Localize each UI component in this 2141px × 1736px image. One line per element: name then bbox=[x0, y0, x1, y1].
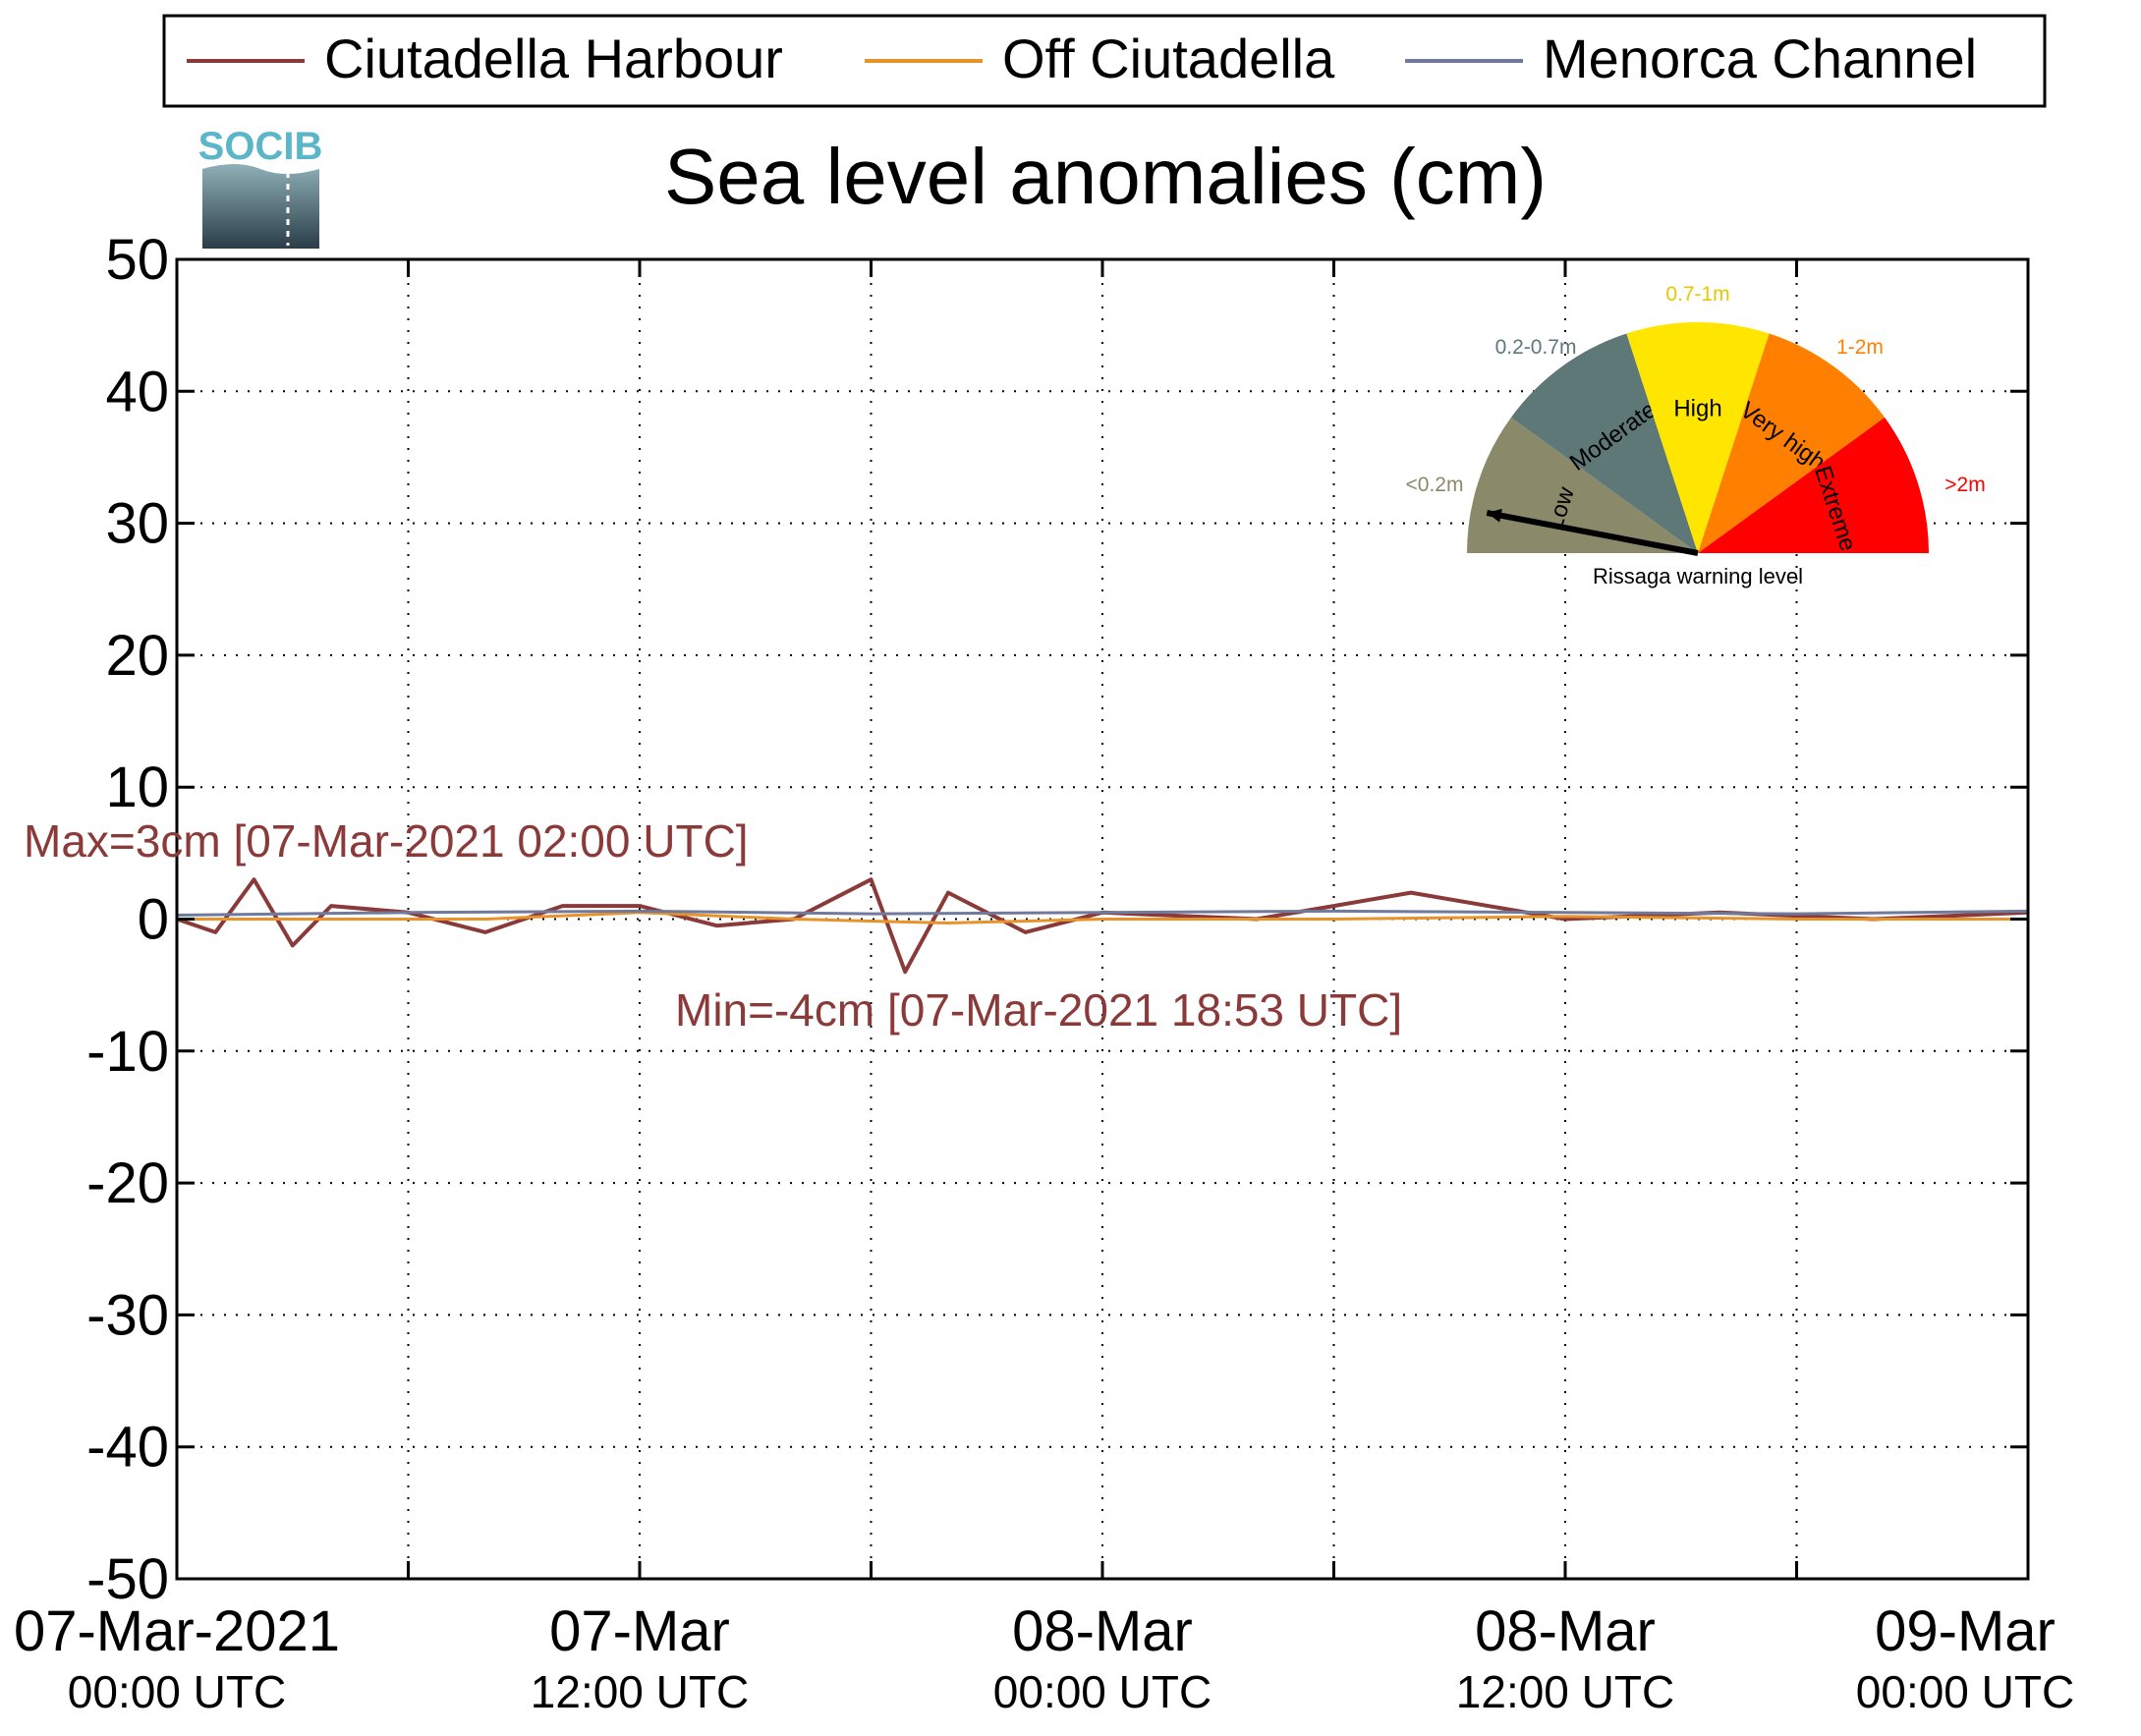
x-tick-label-date: 07-Mar bbox=[549, 1599, 730, 1663]
gauge-segment-label: High bbox=[1673, 396, 1721, 422]
legend: Ciutadella Harbour Off Ciutadella Menorca … bbox=[162, 14, 2047, 108]
x-tick-label-time: 00:00 UTC bbox=[68, 1666, 286, 1717]
gauge-segment bbox=[1698, 333, 1886, 553]
y-tick-label: 40 bbox=[105, 360, 169, 423]
gauge-segment bbox=[1510, 333, 1698, 553]
x-tick-label-date: 08-Mar bbox=[1475, 1599, 1656, 1663]
chart-title: Sea level anomalies (cm) bbox=[664, 133, 1547, 220]
y-tick-label: 30 bbox=[105, 492, 169, 556]
y-tick-label: -50 bbox=[86, 1547, 169, 1611]
series-line bbox=[177, 911, 2028, 924]
legend-label: Menorca Channel bbox=[1543, 28, 1977, 89]
series-layer bbox=[176, 877, 2029, 975]
y-tick-label: 50 bbox=[105, 228, 169, 292]
socib-logo: SOCIB bbox=[198, 125, 323, 249]
y-tick-label: 0 bbox=[138, 888, 169, 952]
y-axis-ticks: 50 40 30 20 10 0 -10 -20 -30 -40 -50 bbox=[86, 228, 2028, 1611]
max-annotation: Max=3cm [07-Mar-2021 02:00 UTC] bbox=[24, 815, 749, 867]
gauge-caption: Rissaga warning level bbox=[1593, 564, 1803, 588]
x-tick-label-time: 12:00 UTC bbox=[531, 1666, 749, 1717]
y-tick-label: 10 bbox=[105, 756, 169, 819]
gauge-range-label: >2m bbox=[1944, 474, 1985, 496]
logo-wave-icon bbox=[202, 164, 319, 249]
x-tick-label-date: 07-Mar-2021 bbox=[14, 1599, 340, 1663]
gauge-range-label: 0.7-1m bbox=[1665, 283, 1729, 306]
series-line bbox=[176, 909, 2029, 917]
x-tick-label-time: 00:00 UTC bbox=[993, 1666, 1211, 1717]
gauge-segment bbox=[1626, 322, 1770, 553]
x-tick-label-date: 08-Mar bbox=[1012, 1599, 1193, 1663]
legend-label: Off Ciutadella bbox=[1002, 28, 1335, 89]
gauge-range-label: 1-2m bbox=[1836, 336, 1884, 359]
gauge-needle-arrow-icon bbox=[1487, 508, 1502, 523]
min-annotation: Min=-4cm [07-Mar-2021 18:53 UTC] bbox=[675, 984, 1402, 1036]
legend-box bbox=[162, 14, 2047, 108]
x-tick-label-time: 00:00 UTC bbox=[1856, 1666, 2074, 1717]
y-tick-label: -10 bbox=[86, 1020, 169, 1084]
gauge-range-label: <0.2m bbox=[1406, 474, 1464, 496]
y-tick-label: -20 bbox=[86, 1151, 169, 1215]
x-tick-label-time: 12:00 UTC bbox=[1456, 1666, 1674, 1717]
x-tick-label-date: 09-Mar bbox=[1875, 1599, 2056, 1663]
y-tick-label: 20 bbox=[105, 624, 169, 688]
gauge-segment bbox=[1698, 417, 1929, 553]
gauge-range-label: 0.2-0.7m bbox=[1495, 336, 1577, 359]
y-tick-label: -30 bbox=[86, 1283, 169, 1347]
y-tick-label: -40 bbox=[86, 1416, 169, 1480]
gauge-needle bbox=[1486, 510, 1699, 556]
legend-items: Ciutadella Harbour Off Ciutadella Menorca … bbox=[187, 28, 1977, 89]
legend-label: Ciutadella Harbour bbox=[324, 28, 783, 89]
logo-text: SOCIB bbox=[198, 125, 323, 168]
